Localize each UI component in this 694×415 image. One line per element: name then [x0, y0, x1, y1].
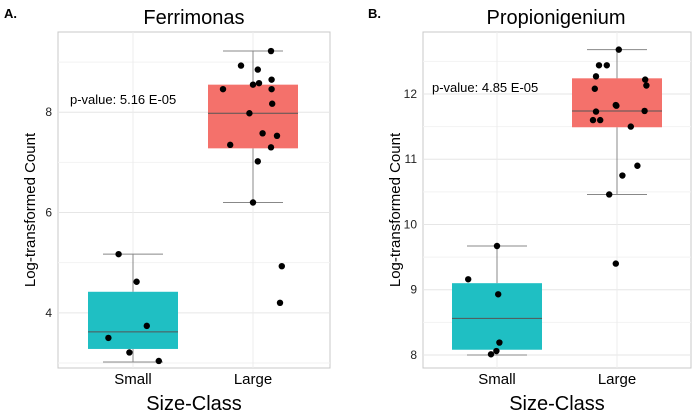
data-point	[269, 100, 276, 107]
y-tick-labels: 8 9 10 11 12	[404, 87, 418, 362]
data-point	[276, 299, 284, 307]
panel-a-ylabel: Log-transformed Count	[22, 132, 39, 287]
panel-a-label: A.	[4, 6, 17, 21]
data-point	[237, 62, 245, 69]
panel-b-plot-frame	[422, 31, 692, 369]
data-point	[487, 351, 495, 358]
panel-b-plot: 8 9 10 11 12 Small Large p-value: 4.85 E-05	[404, 32, 691, 388]
panel-a-xlabel: Size-Class	[146, 393, 242, 415]
panel-a-plot-frame	[57, 31, 331, 369]
data-point	[465, 276, 472, 283]
data-point	[597, 116, 604, 124]
data-points	[105, 47, 285, 365]
y-tick-label: 11	[405, 152, 418, 166]
data-point	[115, 250, 122, 258]
panel-b-title: Propionigenium	[487, 7, 626, 29]
data-point	[606, 191, 613, 198]
data-point	[641, 107, 648, 115]
data-point	[126, 349, 133, 356]
box-iqr	[88, 291, 178, 349]
x-tick-labels: Small Large	[478, 371, 636, 388]
box-small	[88, 253, 178, 363]
box-iqr	[208, 84, 298, 149]
data-point	[591, 85, 598, 92]
data-point	[267, 144, 275, 151]
data-point	[254, 158, 261, 165]
y-tick-label: 8	[45, 105, 52, 119]
p-value-annotation: p-value: 5.16 E-05	[70, 92, 176, 107]
y-tick-label: 4	[45, 306, 52, 320]
data-point	[495, 291, 502, 298]
data-point	[496, 339, 503, 346]
data-point	[259, 130, 266, 137]
data-point	[613, 102, 620, 109]
box-large	[208, 50, 298, 204]
y-tick-label: 9	[410, 283, 417, 297]
y-tick-label: 6	[45, 206, 52, 220]
data-point	[589, 116, 597, 124]
data-point	[634, 162, 641, 169]
data-point	[627, 123, 634, 130]
data-point	[592, 108, 600, 115]
data-point	[268, 85, 275, 93]
data-point	[227, 141, 234, 149]
data-point	[619, 172, 626, 179]
data-point	[249, 199, 257, 206]
data-point	[615, 46, 622, 53]
data-point	[278, 262, 285, 270]
data-point	[493, 242, 501, 250]
panel-a-title: Ferrimonas	[143, 7, 244, 29]
x-tick-label: Small	[114, 371, 152, 388]
data-point	[105, 334, 112, 342]
data-point	[595, 62, 603, 69]
y-tick-label: 12	[404, 87, 418, 101]
x-tick-labels: Small Large	[114, 371, 272, 388]
data-point	[246, 110, 253, 117]
data-point	[133, 278, 140, 285]
panel-b-xlabel: Size-Class	[509, 393, 605, 415]
y-tick-label: 10	[404, 217, 418, 231]
data-point	[155, 357, 162, 365]
data-point	[273, 132, 281, 140]
y-tick-label: 8	[410, 348, 417, 362]
x-tick-label: Large	[598, 371, 636, 388]
x-tick-label: Large	[234, 371, 272, 388]
data-point	[254, 66, 261, 73]
data-point	[612, 260, 619, 267]
panel-b-ylabel: Log-transformed Count	[387, 132, 404, 287]
panel-a-plot: 4 6 8 Small Large p-value: 5.16 E-05	[45, 32, 330, 388]
data-point	[643, 82, 650, 89]
data-points	[465, 46, 650, 358]
x-tick-label: Small	[478, 371, 516, 388]
gridlines	[58, 32, 330, 368]
y-tick-labels: 4 6 8	[45, 105, 52, 320]
data-point	[249, 81, 257, 88]
data-point	[255, 79, 263, 87]
data-point	[143, 322, 150, 330]
data-point	[603, 62, 610, 69]
panel-b: B. Propionigenium Size-Class Log-transfo…	[368, 6, 692, 415]
data-point	[642, 76, 649, 83]
data-point	[267, 47, 275, 55]
data-point	[268, 76, 275, 83]
box-large	[572, 49, 662, 195]
data-point	[493, 347, 500, 355]
data-point	[592, 73, 600, 80]
p-value-annotation: p-value: 4.85 E-05	[432, 80, 538, 95]
panel-b-label: B.	[368, 6, 381, 21]
panel-a: A. Ferrimonas Size-Class Log-transformed…	[4, 6, 331, 415]
data-point	[219, 85, 227, 93]
